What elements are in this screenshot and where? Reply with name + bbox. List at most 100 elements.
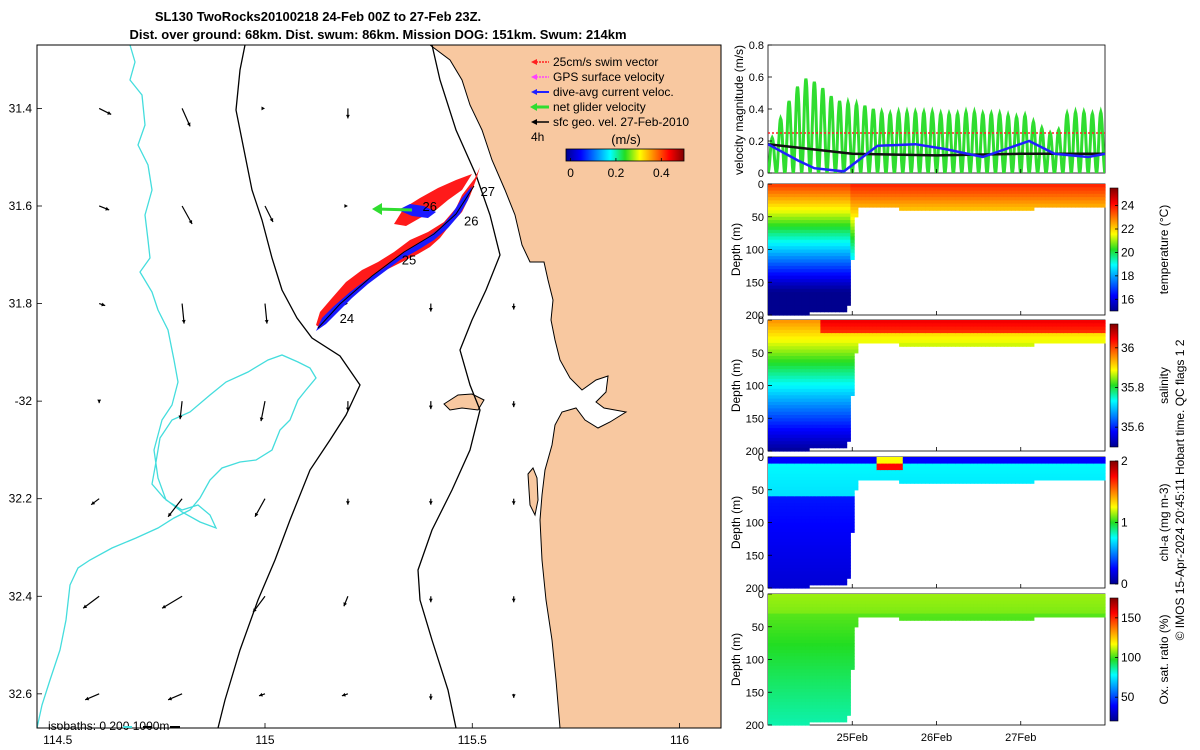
section-cell xyxy=(805,262,810,267)
section-cell xyxy=(869,476,874,481)
legend-gps-head xyxy=(531,74,537,80)
section-cell xyxy=(790,613,795,618)
section-cell xyxy=(1052,187,1057,192)
section-cell xyxy=(831,421,836,426)
section-cell xyxy=(839,200,844,205)
section-cell xyxy=(1045,323,1050,328)
section-cell xyxy=(786,398,791,403)
section-cell xyxy=(1090,463,1095,468)
geo-velocity-arrowhead xyxy=(428,696,433,700)
section-cell xyxy=(917,326,923,331)
section-cell xyxy=(801,279,806,283)
section-cell xyxy=(809,545,814,550)
section-cell xyxy=(820,252,825,257)
section-cell xyxy=(1007,190,1012,195)
section-cell xyxy=(1078,339,1084,344)
section-cell xyxy=(805,405,810,409)
section-cell xyxy=(771,200,776,205)
section-cell xyxy=(768,695,773,700)
section-cell xyxy=(779,285,784,290)
section-cell xyxy=(812,249,818,254)
section-cell xyxy=(1000,457,1005,461)
section-cell xyxy=(809,405,814,409)
section-cell xyxy=(1086,333,1091,337)
section-cell xyxy=(839,441,844,446)
section-cell xyxy=(809,256,814,260)
section-cell xyxy=(824,206,829,211)
section-cell xyxy=(775,298,780,303)
section-cell xyxy=(820,555,825,560)
section-cell xyxy=(1000,329,1005,334)
section-cell xyxy=(1063,466,1069,471)
section-cell xyxy=(771,493,776,497)
section-cell xyxy=(801,630,806,634)
section-cell xyxy=(966,193,971,198)
section-cell xyxy=(775,574,780,579)
section-cell xyxy=(850,359,855,364)
section-cell xyxy=(820,411,825,416)
section-cell xyxy=(891,476,896,481)
section-cell xyxy=(1033,190,1039,195)
section-cell xyxy=(768,424,773,429)
section-cell xyxy=(783,702,788,706)
section-cell xyxy=(831,216,836,221)
section-cell xyxy=(842,275,848,280)
section-cell xyxy=(771,506,776,510)
section-cell xyxy=(854,349,859,354)
section-cell xyxy=(1041,466,1046,471)
section-cell xyxy=(820,502,825,507)
section-cell xyxy=(824,200,829,205)
section-cell xyxy=(1101,203,1106,208)
section-cell xyxy=(771,229,776,234)
section-cell xyxy=(824,352,829,357)
section-cell xyxy=(801,216,806,221)
section-cell xyxy=(798,200,803,205)
section-cell xyxy=(1056,326,1061,331)
section-cell xyxy=(996,473,1001,478)
section-cell xyxy=(768,298,773,303)
section-cell xyxy=(1101,329,1106,334)
section-cell xyxy=(820,401,825,406)
section-cell xyxy=(771,633,776,638)
section-cell xyxy=(790,529,795,533)
section-cell xyxy=(970,203,975,208)
section-cell xyxy=(854,457,859,461)
section-cell xyxy=(779,489,784,494)
section-cell xyxy=(831,184,836,188)
section-cell xyxy=(768,336,773,341)
section-cell xyxy=(790,502,795,507)
section-cell xyxy=(1075,333,1080,337)
section-cell xyxy=(988,466,994,471)
section-cell xyxy=(962,329,967,334)
section-cell xyxy=(790,721,795,726)
section-cell xyxy=(1022,200,1027,205)
section-cell xyxy=(820,326,825,331)
section-cell xyxy=(779,242,784,247)
section-cell xyxy=(805,698,810,703)
section-cell xyxy=(783,499,788,504)
section-cell xyxy=(1041,320,1046,324)
section-cell xyxy=(801,623,806,628)
section-cell xyxy=(1041,323,1046,328)
section-cell xyxy=(801,382,806,387)
section-cell xyxy=(1048,463,1054,468)
section-cell xyxy=(809,538,814,543)
section-cell xyxy=(790,649,795,654)
section-cell xyxy=(783,346,788,351)
section-cell xyxy=(854,184,859,188)
section-cell xyxy=(801,535,806,540)
section-cell xyxy=(786,249,791,254)
section-cell xyxy=(779,187,784,192)
section-cell xyxy=(801,356,806,360)
section-cell xyxy=(768,285,773,290)
section-cell xyxy=(824,493,829,497)
section-cell xyxy=(925,479,930,484)
section-cell xyxy=(775,329,780,334)
section-cell xyxy=(768,473,773,478)
section-cell xyxy=(846,285,851,290)
section-cell xyxy=(816,269,821,273)
isobaths-label: isobaths: 0 200 1000m xyxy=(48,719,169,733)
section-cell xyxy=(827,499,833,504)
section-cell xyxy=(1097,190,1102,195)
section-cell xyxy=(977,193,982,198)
